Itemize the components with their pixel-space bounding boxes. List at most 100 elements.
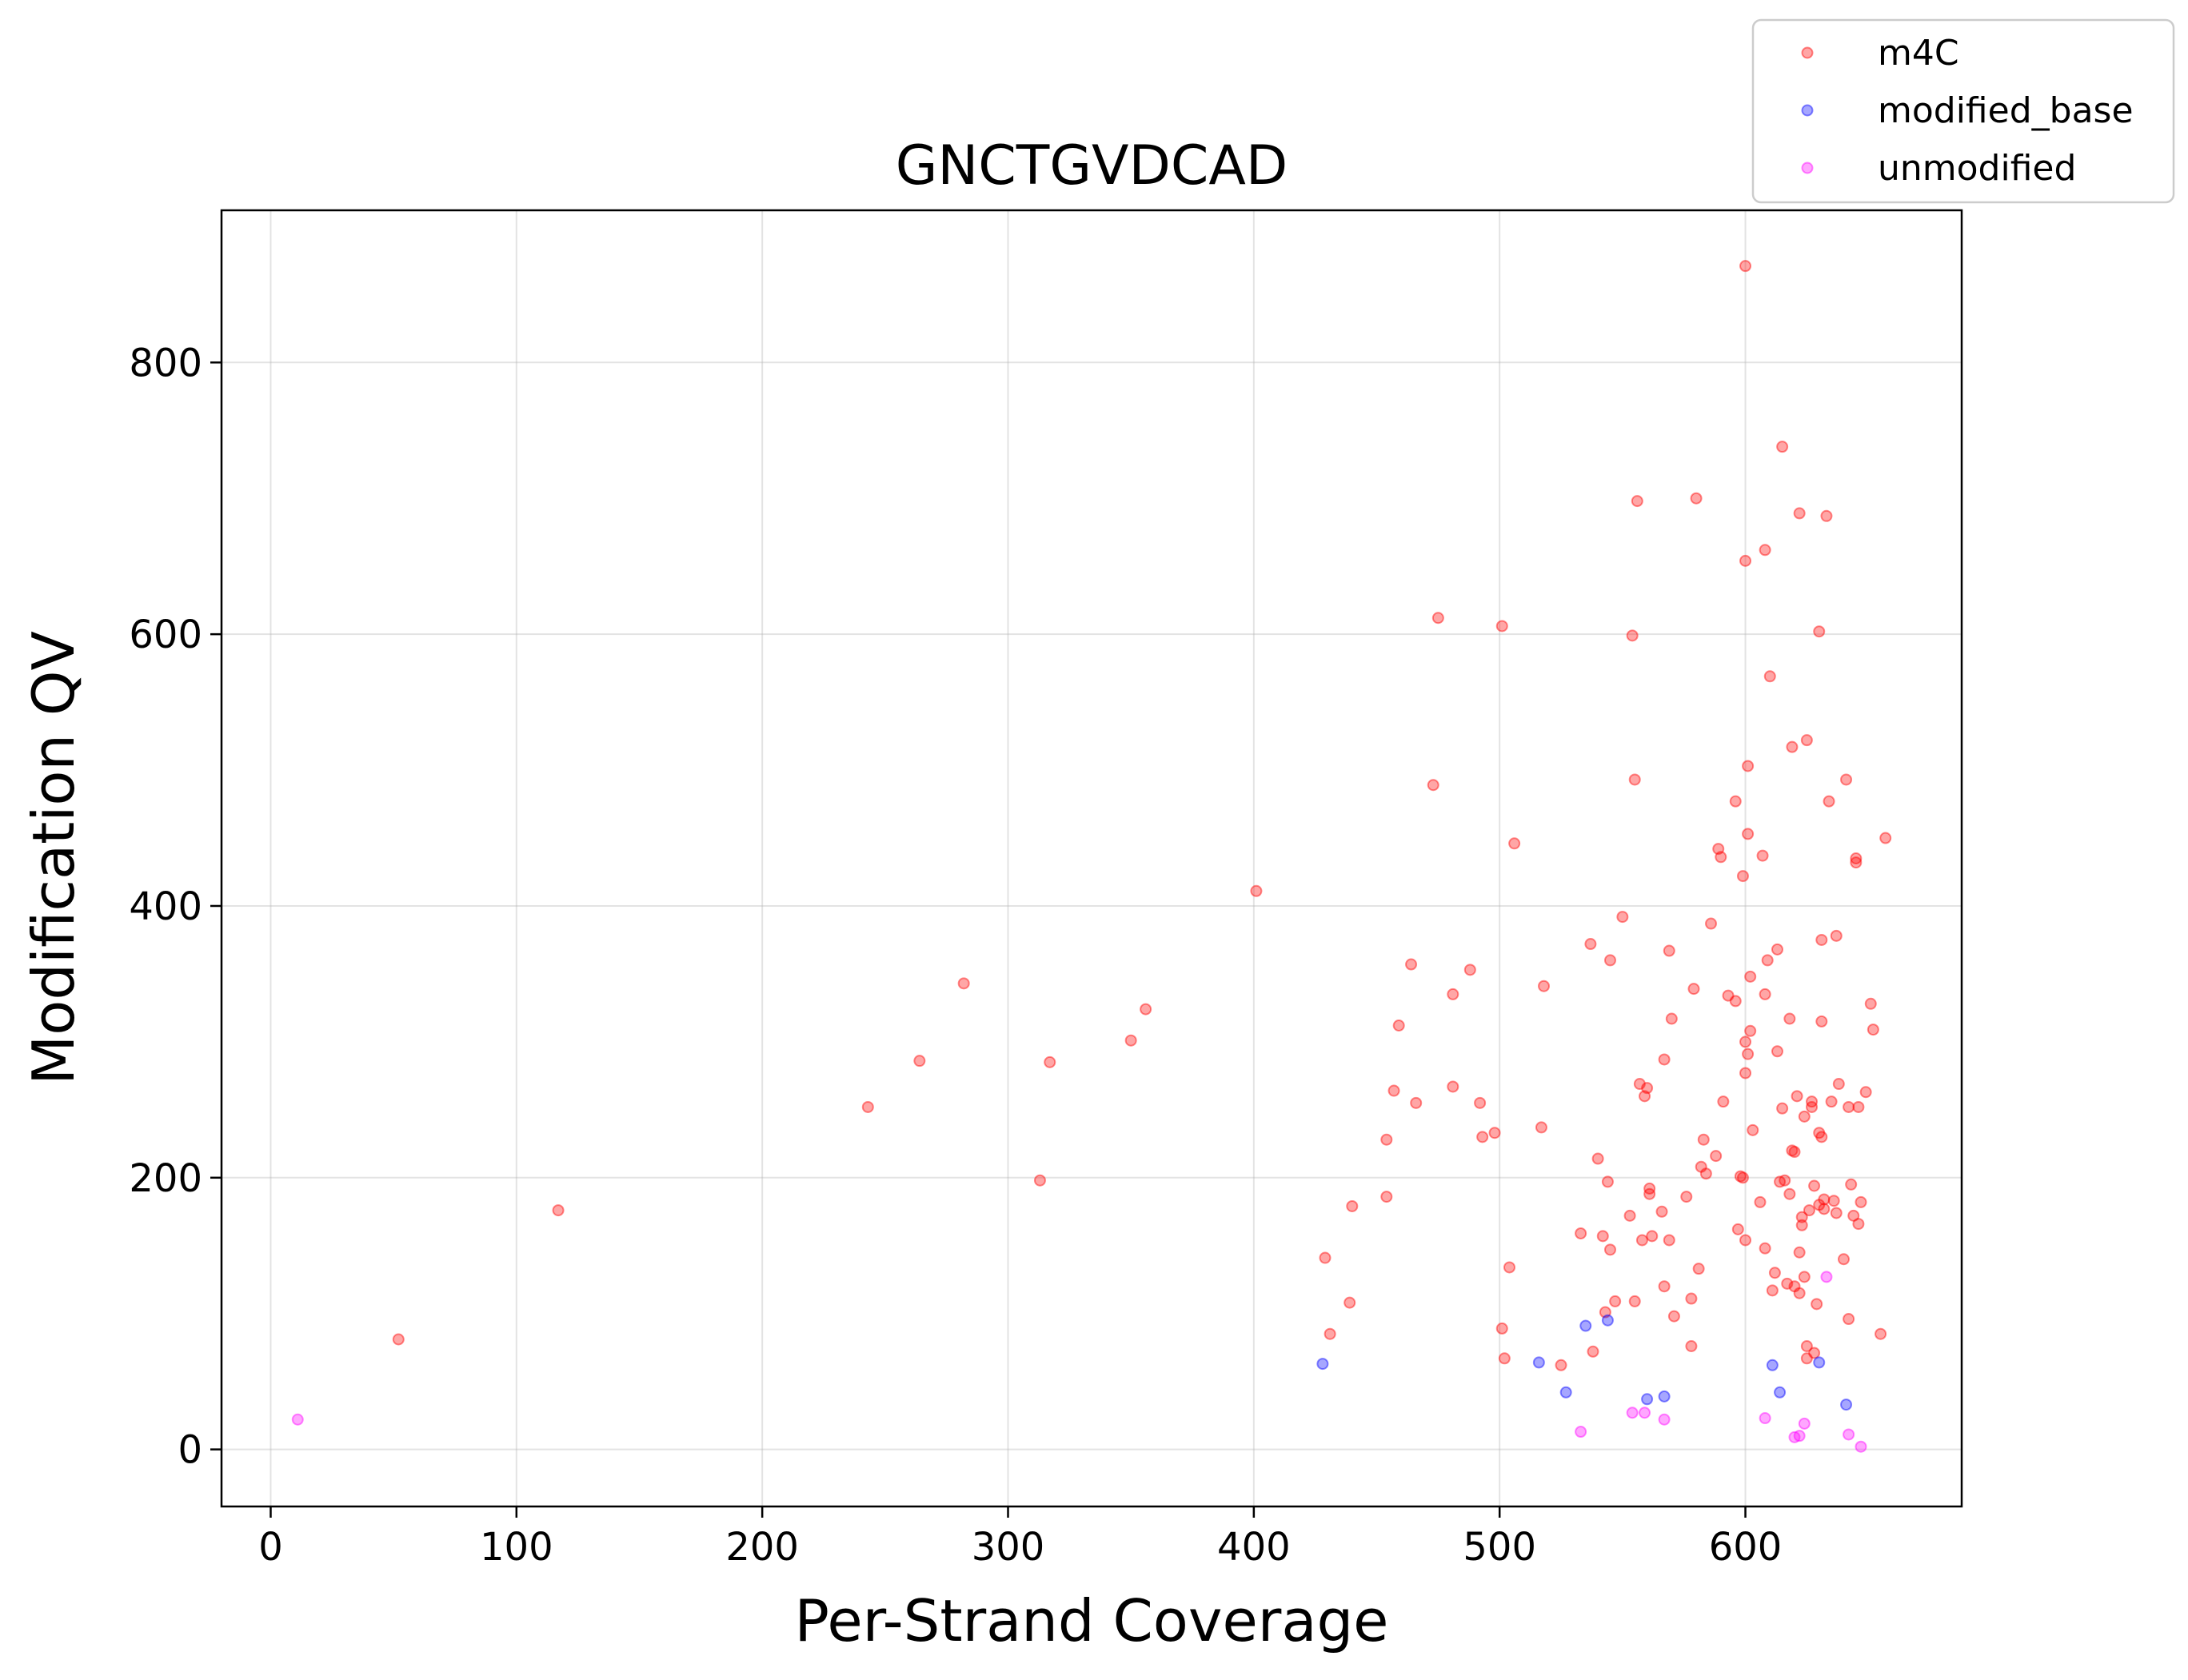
axes-frame [220,209,1963,1508]
data-point-m4C [1759,988,1771,1000]
data-point-m4C [1739,1234,1752,1247]
data-point-unmodified [1788,1431,1801,1443]
data-point-m4C [1447,1080,1459,1093]
data-point-m4C [1498,1352,1511,1365]
data-point-m4C [1852,1218,1865,1231]
data-point-m4C [1786,740,1799,753]
data-point-m4C [1631,495,1643,508]
y-tick-label: 200 [129,1156,202,1201]
data-point-m4C [1380,1133,1393,1146]
data-point-modified_base [1559,1386,1572,1399]
y-tick-label: 600 [129,613,202,657]
data-point-m4C [1813,1199,1826,1211]
data-point-modified_base [1840,1399,1853,1411]
data-point-m4C [1346,1199,1359,1212]
data-point-modified_base [1641,1393,1654,1406]
chart-title: GNCTGVDCAD [896,134,1288,198]
data-point-m4C [1692,1263,1705,1275]
data-point-m4C [1859,1086,1872,1099]
data-point-m4C [1633,1078,1646,1091]
data-point-modified_base [1316,1358,1329,1371]
data-point-unmodified [291,1413,304,1426]
data-point-m4C [1818,1193,1831,1206]
data-point-m4C [1603,1243,1616,1256]
data-point-modified_base [1532,1356,1545,1369]
data-point-m4C [1601,1175,1614,1188]
data-point-m4C [1783,1187,1796,1200]
legend-label-modified_base: modified_base [1878,90,2134,131]
data-point-m4C [1495,620,1508,632]
data-point-m4C [1463,964,1476,976]
data-point-m4C [1447,988,1459,1000]
y-tick-label: 400 [129,884,202,929]
x-tick-label: 500 [1463,1525,1536,1570]
data-point-m4C [1663,944,1675,957]
data-point-m4C [1827,1195,1840,1207]
data-point-m4C [1830,1207,1843,1219]
legend-box [1751,18,2175,204]
legend-label-m4C: m4C [1878,33,1959,74]
data-point-m4C [1729,995,1742,1008]
data-point-m4C [1643,1187,1656,1200]
data-point-m4C [1699,1167,1712,1180]
data-point-m4C [1793,1287,1806,1299]
legend-marker-modified_base [1801,104,1814,117]
data-point-m4C [1793,1246,1806,1259]
data-point-m4C [1783,1012,1796,1025]
data-point-m4C [1584,938,1597,951]
data-point-m4C [1763,670,1776,683]
data-point-unmodified [1639,1407,1651,1419]
data-point-m4C [1744,1024,1757,1037]
x-tick-label: 100 [480,1525,553,1570]
data-point-m4C [1697,1133,1710,1146]
data-point-m4C [1813,625,1826,638]
data-point-m4C [552,1204,565,1217]
legend-marker-unmodified [1801,162,1814,174]
data-point-m4C [1840,773,1853,786]
data-point-m4C [1759,544,1771,557]
data-point-m4C [1781,1277,1794,1290]
data-point-m4C [1712,843,1725,856]
data-point-m4C [1603,954,1616,967]
data-point-m4C [1808,1179,1821,1192]
data-point-m4C [1837,1253,1850,1266]
data-point-m4C [1791,1090,1803,1103]
data-point-m4C [1852,1100,1865,1113]
data-point-m4C [1731,1223,1744,1235]
data-point-m4C [1655,1205,1668,1218]
data-point-m4C [1685,1339,1698,1352]
data-point-m4C [1643,1182,1656,1195]
data-point-m4C [1756,849,1769,862]
data-point-m4C [1742,760,1755,772]
data-point-m4C [1729,795,1742,808]
y-tick-label: 800 [129,341,202,385]
data-point-unmodified [1820,1271,1833,1283]
data-point-m4C [1779,1174,1791,1187]
data-point-m4C [1736,870,1749,883]
data-point-m4C [1850,852,1863,864]
data-point-modified_base [1774,1386,1787,1399]
data-point-m4C [1495,1322,1508,1335]
data-point-m4C [1609,1295,1622,1307]
data-point-m4C [1690,492,1703,505]
data-point-m4C [1766,1284,1779,1297]
data-point-m4C [1124,1034,1137,1047]
data-point-m4C [1140,1003,1152,1016]
data-point-m4C [1387,1084,1400,1097]
data-point-unmodified [1626,1407,1639,1419]
data-point-unmodified [1575,1426,1587,1439]
data-point-m4C [1739,260,1752,273]
data-point-m4C [1800,734,1813,747]
data-point-m4C [1685,1292,1698,1305]
data-point-m4C [1747,1123,1759,1136]
data-point-unmodified [1798,1417,1811,1430]
data-point-m4C [1803,1204,1815,1217]
data-point-m4C [1044,1055,1056,1068]
data-point-m4C [1776,1102,1789,1115]
data-point-m4C [1474,1096,1487,1109]
data-point-m4C [1392,1019,1405,1032]
data-point-m4C [1742,828,1755,840]
data-point-m4C [1667,1310,1680,1323]
data-point-m4C [1825,1095,1838,1108]
